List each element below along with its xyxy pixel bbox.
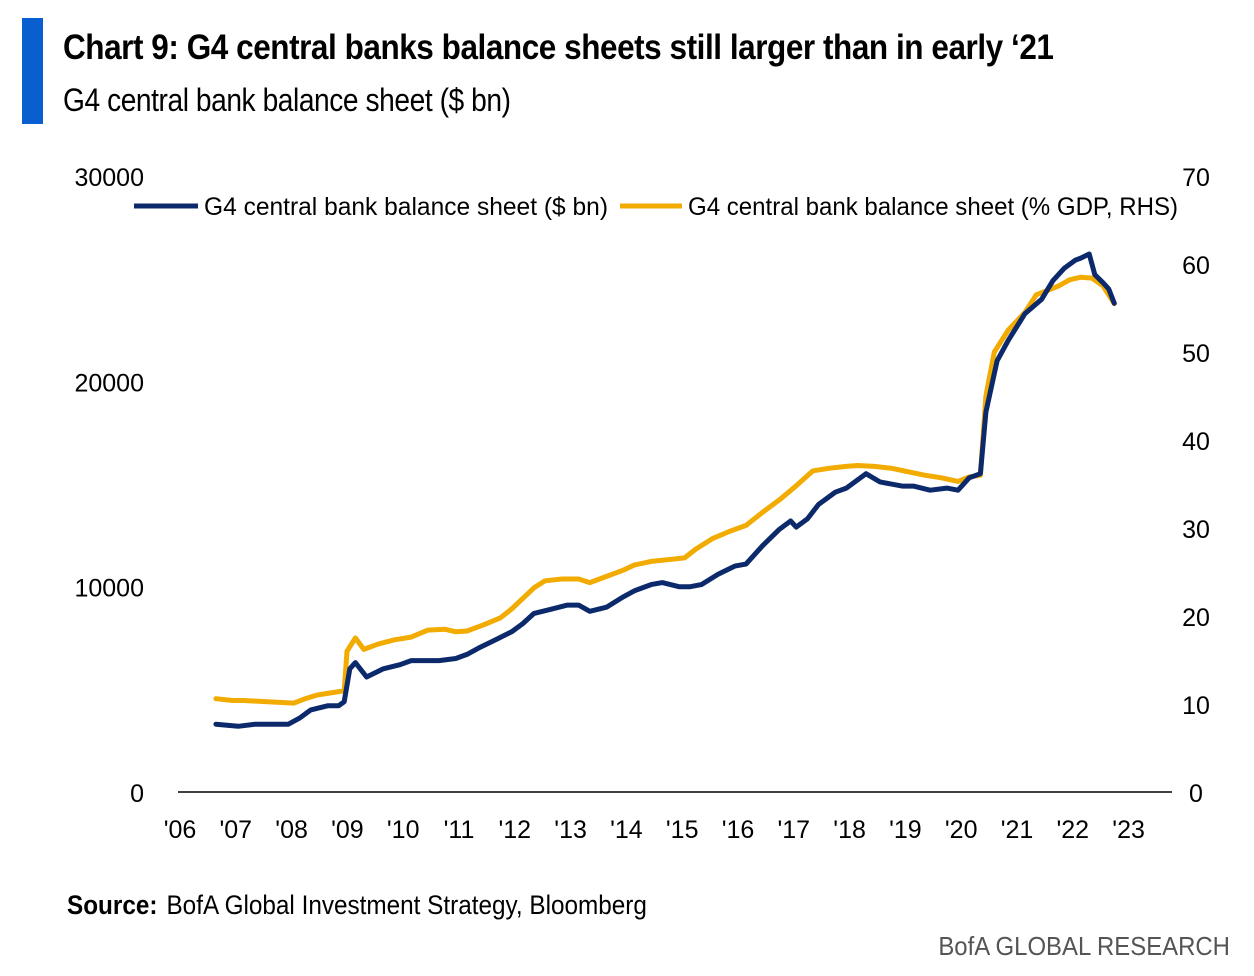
x-tick-label: '07: [220, 816, 253, 844]
legend-label: G4 central bank balance sheet ($ bn): [204, 193, 608, 221]
right-tick-label: 20: [1182, 604, 1210, 632]
right-tick-label: 30: [1182, 516, 1210, 544]
brand-footer: BofA GLOBAL RESEARCH: [938, 931, 1230, 961]
x-tick-label: '08: [275, 816, 308, 844]
x-tick-label: '17: [778, 816, 811, 844]
x-tick-label: '06: [164, 816, 197, 844]
x-tick-label: '14: [610, 816, 643, 844]
x-tick-label: '20: [945, 816, 978, 844]
left-tick-label: 10000: [74, 575, 144, 603]
x-tick-label: '18: [833, 816, 866, 844]
left-axis: 0 10000 20000 30000: [74, 164, 144, 808]
series-line-pct-gdp: [213, 274, 1117, 706]
x-tick-label: '19: [889, 816, 922, 844]
x-tick-label: '10: [387, 816, 420, 844]
left-tick-label: 20000: [74, 369, 144, 397]
chart-title: Chart 9: G4 central banks balance sheets…: [63, 28, 1054, 67]
legend-label: G4 central bank balance sheet (% GDP, RH…: [688, 193, 1178, 221]
x-axis: '06 '07 '08 '09 '10 '11 '12 '13 '14 '15 '16 '17 '18 '…: [164, 816, 1145, 844]
right-tick-label: 70: [1182, 164, 1210, 192]
legend: G4 central bank balance sheet ($ bn) G4 c…: [134, 193, 1178, 221]
right-tick-label: 10: [1182, 692, 1210, 720]
right-tick-label: 40: [1182, 428, 1210, 456]
source-text: BofA Global Investment Strategy, Bloombe…: [166, 890, 647, 920]
series-line-usd: [213, 251, 1117, 729]
left-tick-label: 0: [130, 780, 144, 808]
x-tick-label: '13: [554, 816, 587, 844]
source-note: Source: BofA Global Investment Strategy, …: [67, 890, 647, 921]
right-tick-label: 0: [1189, 780, 1203, 808]
x-tick-label: '21: [1001, 816, 1034, 844]
x-tick-label: '11: [444, 816, 475, 844]
x-tick-label: '09: [331, 816, 364, 844]
x-tick-label: '15: [666, 816, 699, 844]
right-tick-label: 50: [1182, 340, 1210, 368]
x-tick-label: '12: [499, 816, 532, 844]
series-layer: [213, 251, 1117, 729]
chart-subtitle: G4 central bank balance sheet ($ bn): [63, 82, 511, 118]
right-tick-label: 60: [1182, 252, 1210, 280]
title-accent-bar: [22, 18, 43, 124]
left-tick-label: 30000: [74, 164, 144, 192]
x-tick-label: '23: [1112, 816, 1145, 844]
x-tick-label: '22: [1057, 816, 1090, 844]
x-tick-label: '16: [722, 816, 755, 844]
source-label: Source:: [67, 890, 158, 920]
right-axis: 0 10 20 30 40 50 60 70: [1182, 164, 1210, 808]
